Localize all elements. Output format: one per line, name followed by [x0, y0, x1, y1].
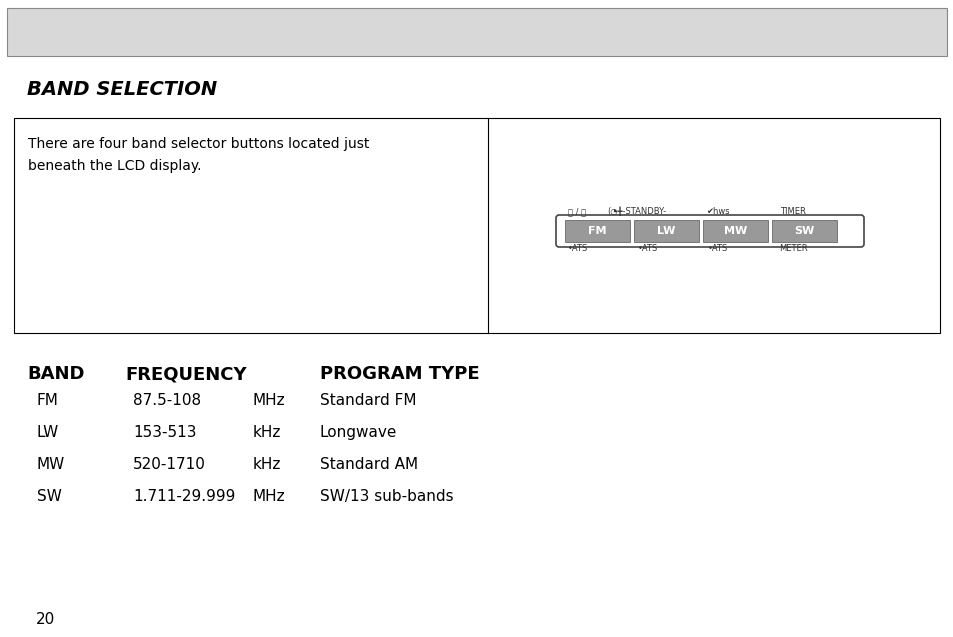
- Text: BAND: BAND: [27, 365, 85, 383]
- Text: LW: LW: [657, 226, 675, 236]
- Text: PROGRAM TYPE: PROGRAM TYPE: [319, 365, 479, 383]
- Text: MW: MW: [723, 226, 746, 236]
- Text: SW: SW: [37, 489, 62, 504]
- Text: 20: 20: [36, 612, 55, 627]
- Text: MHz: MHz: [253, 489, 285, 504]
- Text: 520-1710: 520-1710: [132, 457, 206, 472]
- Text: •ATS: •ATS: [567, 244, 587, 253]
- Text: LW: LW: [37, 425, 59, 440]
- Text: METER: METER: [778, 244, 806, 253]
- Text: •ATS: •ATS: [638, 244, 658, 253]
- Text: FREQUENCY: FREQUENCY: [125, 365, 247, 383]
- Text: 153-513: 153-513: [132, 425, 196, 440]
- Text: kHz: kHz: [253, 425, 281, 440]
- Text: Longwave: Longwave: [319, 425, 397, 440]
- FancyBboxPatch shape: [556, 215, 863, 247]
- Text: ✔hws: ✔hws: [705, 207, 729, 216]
- Bar: [14, 118, 939, 333]
- Bar: [634, 220, 699, 242]
- Text: SW/13 sub-bands: SW/13 sub-bands: [319, 489, 453, 504]
- Text: •ATS: •ATS: [707, 244, 727, 253]
- Text: (◔╋-STANDBY-: (◔╋-STANDBY-: [607, 207, 666, 217]
- Text: ⓪ / ⓪: ⓪ / ⓪: [567, 207, 585, 216]
- Text: Standard FM: Standard FM: [319, 393, 416, 408]
- Text: 87.5-108: 87.5-108: [132, 393, 201, 408]
- Bar: [7, 8, 946, 56]
- Bar: [564, 220, 629, 242]
- Text: FM: FM: [37, 393, 59, 408]
- Text: TIMER: TIMER: [780, 207, 805, 216]
- Text: FM: FM: [588, 226, 606, 236]
- Text: Standard AM: Standard AM: [319, 457, 417, 472]
- Text: SW: SW: [794, 226, 814, 236]
- Text: beneath the LCD display.: beneath the LCD display.: [28, 159, 201, 173]
- Bar: [702, 220, 767, 242]
- Text: There are four band selector buttons located just: There are four band selector buttons loc…: [28, 137, 369, 151]
- Text: kHz: kHz: [253, 457, 281, 472]
- Text: MW: MW: [37, 457, 65, 472]
- Text: MHz: MHz: [253, 393, 285, 408]
- Text: BAND SELECTION: BAND SELECTION: [27, 80, 217, 99]
- Bar: [771, 220, 836, 242]
- Text: 1.711-29.999: 1.711-29.999: [132, 489, 235, 504]
